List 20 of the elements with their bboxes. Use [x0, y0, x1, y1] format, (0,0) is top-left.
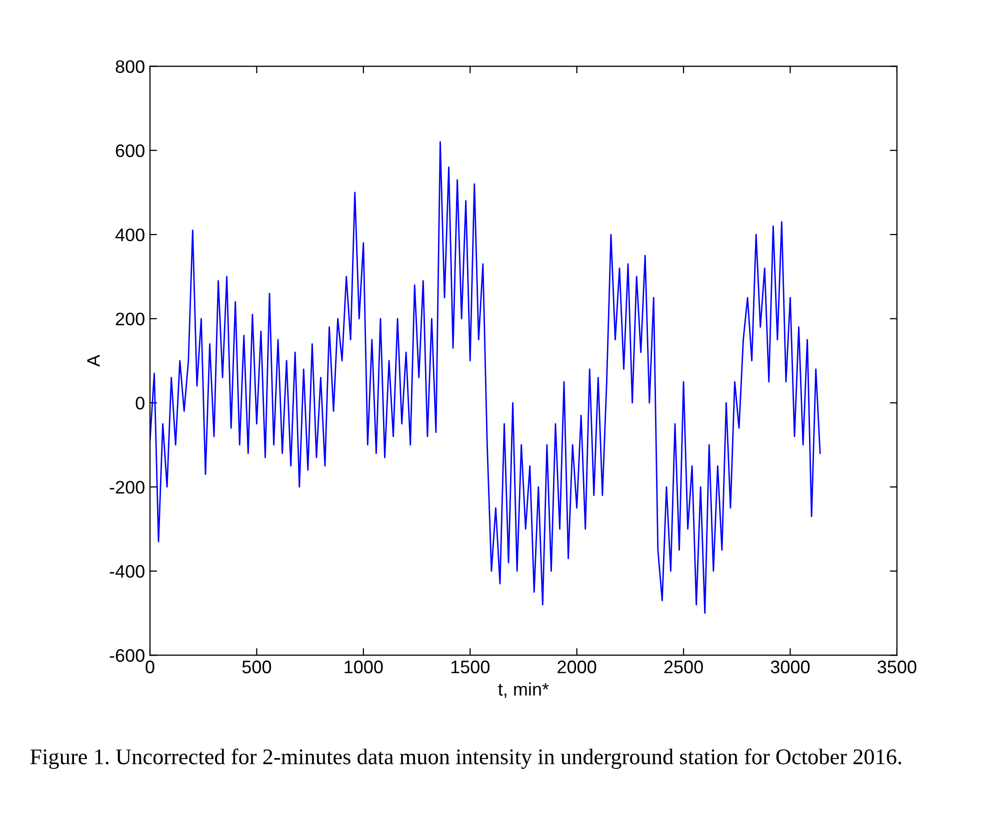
- x-tick-label: 3500: [878, 660, 916, 674]
- x-tick-label: 1500: [451, 660, 490, 674]
- x-tick-label: 2500: [664, 660, 703, 674]
- line-series: [150, 141, 821, 614]
- x-tick-label: 0: [146, 660, 154, 674]
- y-tick-label: 200: [116, 312, 144, 326]
- x-tick-label: 500: [242, 660, 272, 674]
- y-tick-label: -600: [110, 649, 144, 662]
- y-axis-title: A: [87, 354, 100, 367]
- y-tick-label: 600: [116, 144, 144, 158]
- x-axis-title: t, min*: [498, 682, 549, 698]
- caption: Figure 1. Uncorrected for 2-minutes data muon intensity in underground station for October 2016.: [30, 748, 902, 769]
- x-tick-label: 1000: [344, 660, 383, 674]
- y-tick-label: 800: [116, 60, 144, 73]
- y-tick-label: -400: [110, 565, 144, 578]
- x-tick-label: 3000: [770, 660, 810, 674]
- y-tick-label: 400: [115, 228, 144, 242]
- y-tick-label: 0: [136, 396, 144, 410]
- y-tick-label: -200: [110, 480, 144, 494]
- x-tick-label: 2000: [558, 660, 596, 674]
